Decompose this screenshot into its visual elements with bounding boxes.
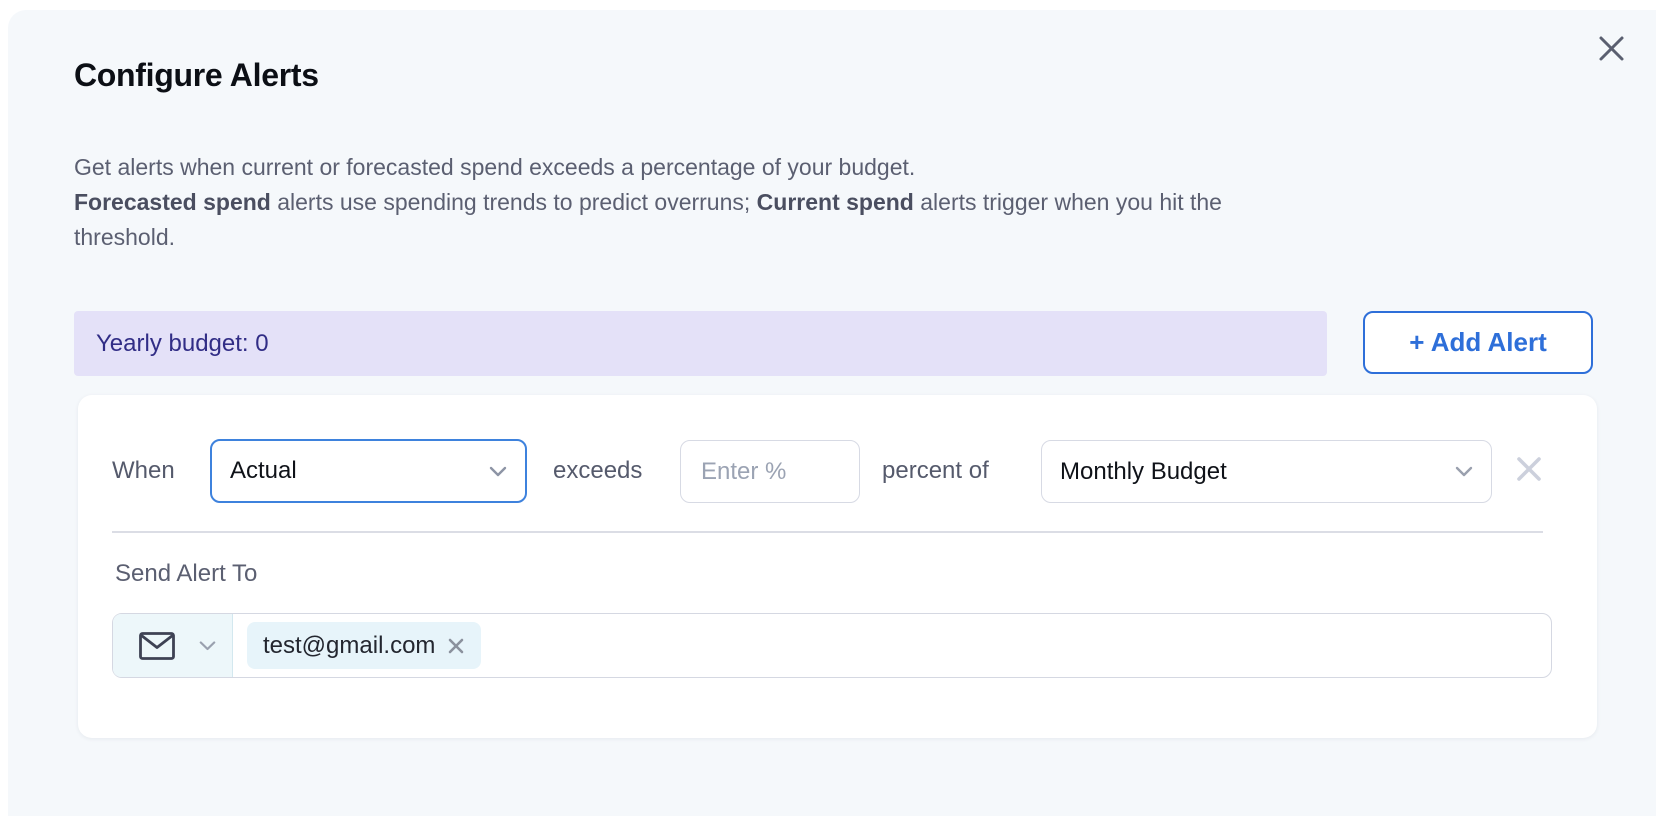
chevron-down-icon — [489, 466, 507, 477]
exceeds-label: exceeds — [553, 457, 643, 484]
mail-icon — [139, 631, 175, 660]
description-line3: threshold. — [74, 224, 176, 250]
rule-divider — [112, 531, 1543, 533]
description-forecasted-spend: Forecasted spend — [74, 189, 271, 215]
metric-select-value: Actual — [230, 457, 297, 484]
add-alert-button[interactable]: + Add Alert — [1363, 311, 1593, 374]
budget-select[interactable]: Monthly Budget — [1041, 440, 1492, 503]
chevron-down-icon — [199, 640, 216, 651]
remove-alert-button[interactable] — [1512, 452, 1546, 486]
percent-of-label: percent of — [882, 457, 989, 484]
remove-alert-icon — [1515, 455, 1543, 483]
close-button[interactable] — [1591, 28, 1631, 68]
metric-select[interactable]: Actual — [210, 439, 527, 503]
channel-selector[interactable] — [113, 614, 233, 677]
modal-description: Get alerts when current or forecasted sp… — [74, 154, 1222, 250]
recipient-email: test@gmail.com — [263, 631, 436, 659]
configure-alerts-modal: Configure Alerts Get alerts when current… — [8, 10, 1656, 816]
threshold-input[interactable] — [681, 441, 859, 502]
description-line1: Get alerts when current or forecasted sp… — [74, 154, 916, 180]
chevron-down-icon — [1455, 466, 1473, 477]
send-alert-to-label: Send Alert To — [115, 560, 258, 587]
alert-rule-card: When Actual exceeds percent of Monthly B… — [78, 395, 1597, 738]
budget-select-value: Monthly Budget — [1060, 457, 1227, 485]
recipients-input[interactable]: test@gmail.com — [112, 613, 1552, 678]
remove-recipient-icon[interactable] — [447, 637, 465, 655]
threshold-input-wrapper — [680, 440, 860, 503]
yearly-budget-label: Yearly budget: 0 — [96, 329, 269, 357]
close-icon — [1598, 35, 1625, 62]
yearly-budget-banner: Yearly budget: 0 — [74, 311, 1327, 376]
recipient-tag: test@gmail.com — [247, 622, 482, 669]
description-current-spend: Current spend — [756, 189, 914, 215]
page-title: Configure Alerts — [74, 57, 319, 93]
when-label: When — [112, 457, 175, 484]
